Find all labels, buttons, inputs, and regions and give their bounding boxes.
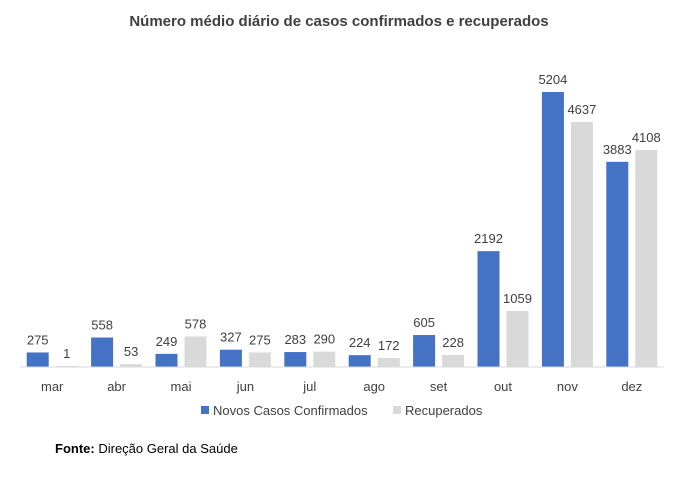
data-label-recuperados-set: 228 <box>442 335 464 350</box>
x-tick-label-out: out <box>494 379 512 394</box>
x-tick-label-dez: dez <box>621 379 642 394</box>
bar-confirmados-mai <box>155 353 178 367</box>
data-label-confirmados-mar: 275 <box>27 332 49 347</box>
source-text: Direção Geral da Saúde <box>98 441 238 456</box>
bars-group: 275 1 mar 558 53 abr 249 578 mai 327 275 jun 283 290 j… <box>26 72 661 394</box>
bar-confirmados-abr <box>91 337 114 367</box>
x-tick-label-mar: mar <box>41 379 64 394</box>
legend-label-novos-casos: Novos Casos Confirmados <box>213 403 368 418</box>
legend-swatch-recuperados <box>393 406 401 414</box>
chart-title: Número médio diário de casos confirmados… <box>129 13 548 30</box>
data-label-recuperados-dez: 4108 <box>632 130 661 145</box>
bar-confirmados-dez <box>606 161 629 367</box>
data-label-confirmados-nov: 5204 <box>538 72 567 87</box>
data-label-confirmados-out: 2192 <box>474 231 503 246</box>
data-label-recuperados-jul: 290 <box>313 332 335 347</box>
x-tick-label-set: set <box>430 379 448 394</box>
data-label-confirmados-abr: 558 <box>91 318 113 333</box>
x-tick-label-nov: nov <box>557 379 578 394</box>
x-tick-label-jun: jun <box>236 379 254 394</box>
bar-recuperados-out <box>506 311 529 367</box>
bar-recuperados-jul <box>313 351 336 367</box>
data-label-recuperados-nov: 4637 <box>567 102 596 117</box>
x-tick-label-abr: abr <box>107 379 126 394</box>
data-label-recuperados-abr: 53 <box>124 344 138 359</box>
legend: Novos Casos Confirmados Recuperados <box>201 403 483 418</box>
bar-recuperados-set <box>442 354 465 367</box>
bar-recuperados-mai <box>184 336 207 367</box>
x-tick-label-jul: jul <box>302 379 316 394</box>
source-label: Fonte: <box>55 441 95 456</box>
bar-confirmados-ago <box>348 355 371 367</box>
bar-confirmados-out <box>477 251 500 367</box>
x-tick-label-ago: ago <box>363 379 385 394</box>
bar-recuperados-abr <box>120 364 143 367</box>
data-label-confirmados-jul: 283 <box>284 332 306 347</box>
bar-recuperados-nov <box>570 121 593 368</box>
bar-recuperados-jun <box>248 352 271 367</box>
bar-recuperados-ago <box>377 357 400 367</box>
bar-confirmados-mar <box>26 352 49 367</box>
data-label-recuperados-out: 1059 <box>503 291 532 306</box>
legend-label-recuperados: Recuperados <box>405 403 483 418</box>
x-tick-label-mai: mai <box>171 379 192 394</box>
data-label-recuperados-mai: 578 <box>185 316 207 331</box>
bar-confirmados-jul <box>284 352 307 367</box>
data-label-confirmados-jun: 327 <box>220 330 242 345</box>
data-label-confirmados-ago: 224 <box>349 335 371 350</box>
data-label-confirmados-set: 605 <box>413 315 435 330</box>
data-label-confirmados-dez: 3883 <box>603 142 632 157</box>
data-label-recuperados-mar: 1 <box>63 346 70 361</box>
data-label-confirmados-mai: 249 <box>156 334 178 349</box>
source-note: Fonte: Direção Geral da Saúde <box>55 441 238 456</box>
data-label-recuperados-ago: 172 <box>378 338 400 353</box>
bar-recuperados-dez <box>635 149 658 367</box>
bar-confirmados-jun <box>219 349 242 367</box>
bar-confirmados-set <box>413 335 436 367</box>
bar-confirmados-nov <box>541 92 564 367</box>
legend-swatch-novos-casos <box>201 406 209 414</box>
data-label-recuperados-jun: 275 <box>249 332 271 347</box>
